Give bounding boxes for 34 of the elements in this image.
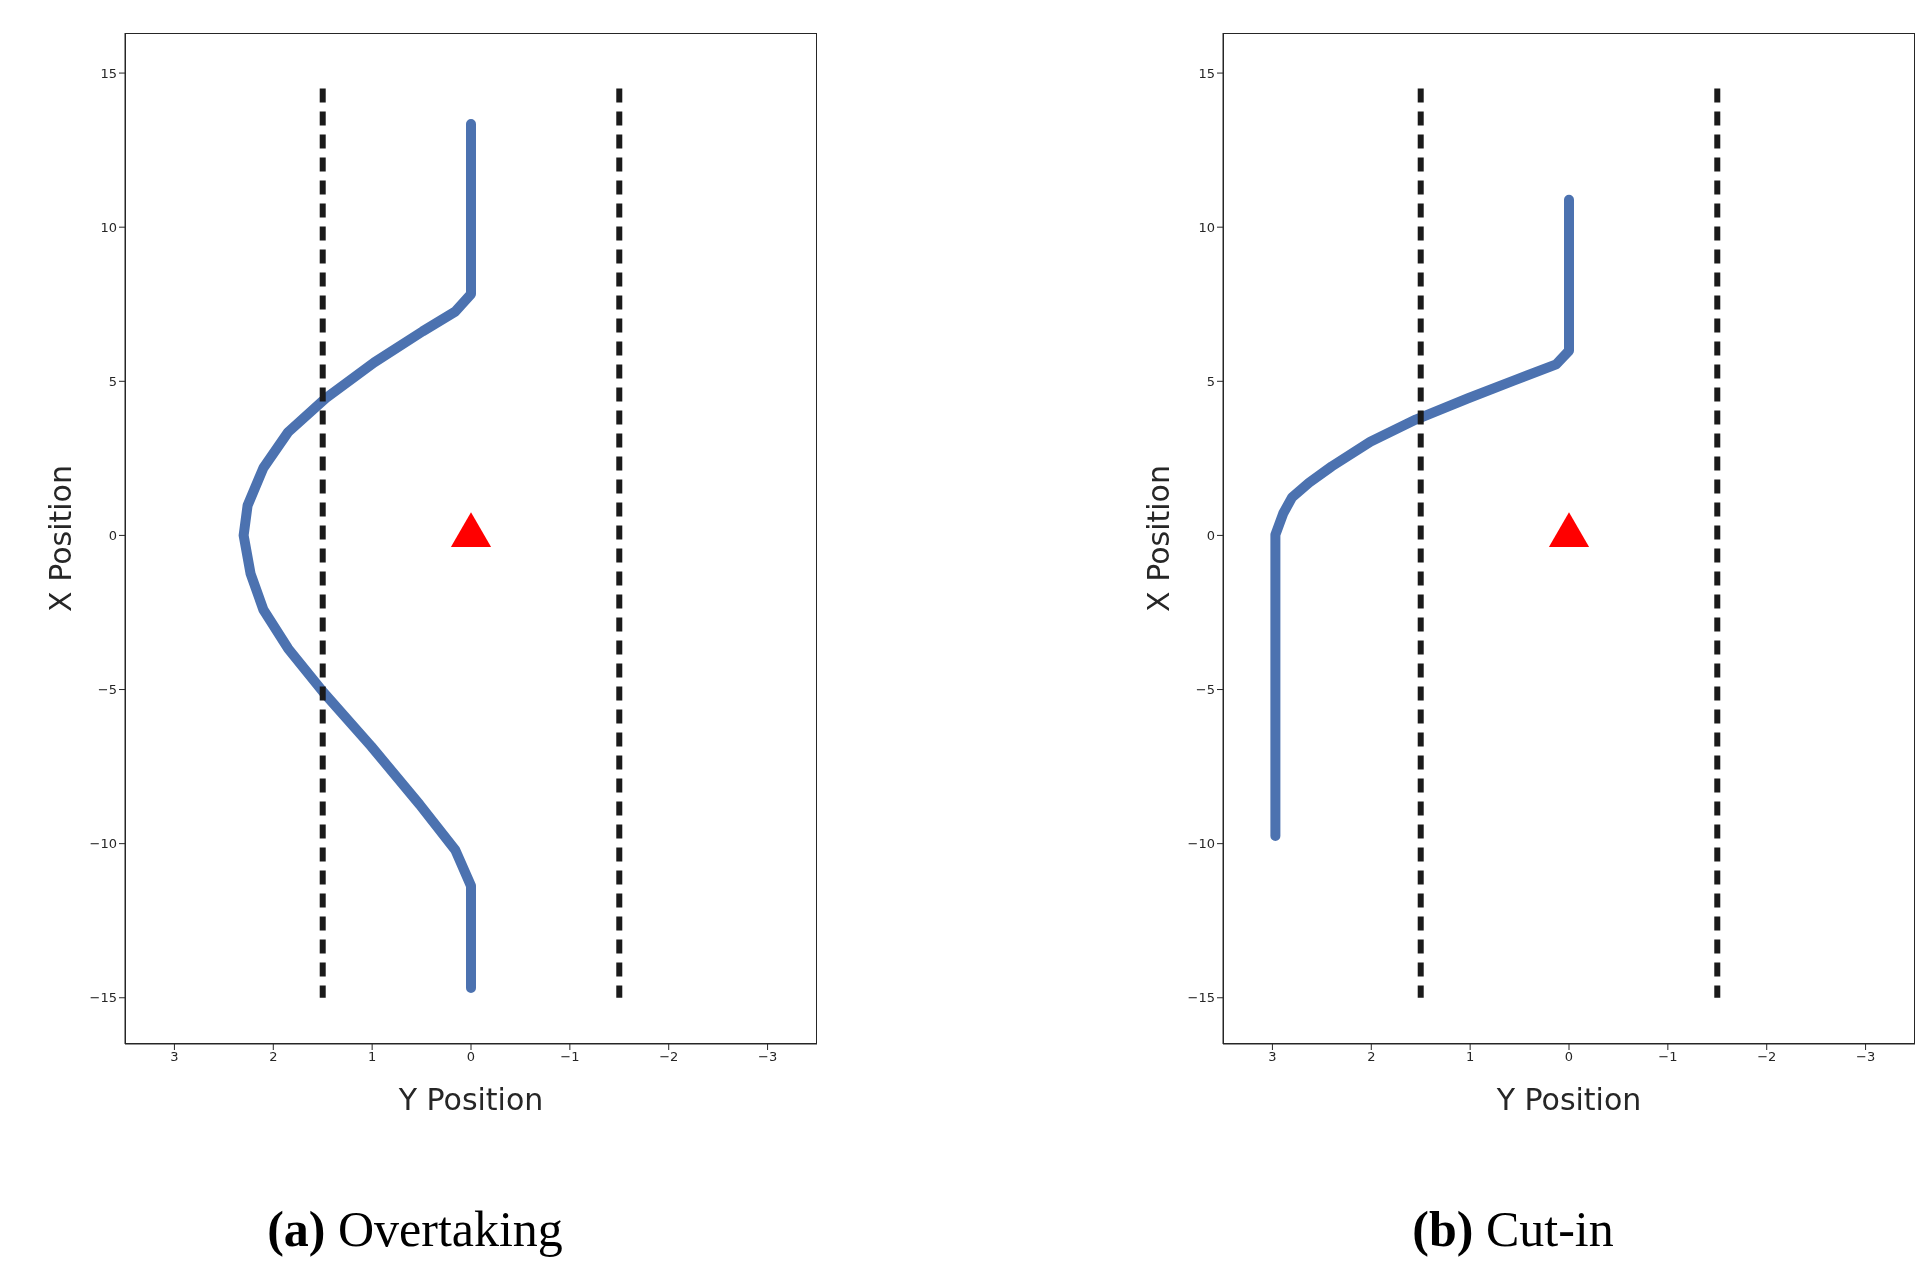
x-tick-label: −1 [560,1049,580,1065]
x-tick-label: −1 [1658,1049,1678,1065]
x-tick-label: −3 [757,1049,778,1065]
x-tick-label: 3 [1268,1049,1277,1065]
x-tick-label: 0 [466,1049,476,1065]
y-tick-label: −15 [89,990,117,1006]
x-tick-label: −3 [1855,1049,1876,1065]
y-tick-label: −5 [1195,682,1215,698]
x-tick-label: 3 [170,1049,179,1065]
y-tick-label: 5 [1206,373,1215,389]
text: (b) Cut-in [1411,1200,1615,1258]
x-tick-label: 1 [1466,1049,1475,1065]
y-tick-label: −10 [1187,836,1215,852]
y-tick-label: 10 [100,219,117,235]
x-tick-label: 1 [368,1049,377,1065]
y-tick-label: −10 [89,836,117,852]
y-tick-label: −15 [1187,990,1215,1006]
x-tick-label: 0 [1564,1049,1574,1065]
x-axis-title: Y Position [1495,1082,1642,1117]
y-tick-label: 15 [100,65,117,81]
x-tick-label: 2 [269,1049,278,1065]
y-tick-label: 5 [108,373,117,389]
text: (a) Overtaking [266,1200,564,1258]
y-tick-label: 0 [1206,528,1215,544]
y-tick-label: 0 [108,528,117,544]
y-tick-label: −5 [97,682,117,698]
x-tick-label: −2 [1757,1049,1777,1065]
x-tick-label: −2 [659,1049,679,1065]
y-tick-label: 15 [1198,65,1215,81]
x-axis-title: Y Position [397,1082,544,1117]
y-axis-title: X Position [42,465,78,612]
y-axis-title: X Position [1140,465,1176,612]
x-tick-label: 2 [1367,1049,1376,1065]
y-tick-label: 10 [1198,219,1215,235]
